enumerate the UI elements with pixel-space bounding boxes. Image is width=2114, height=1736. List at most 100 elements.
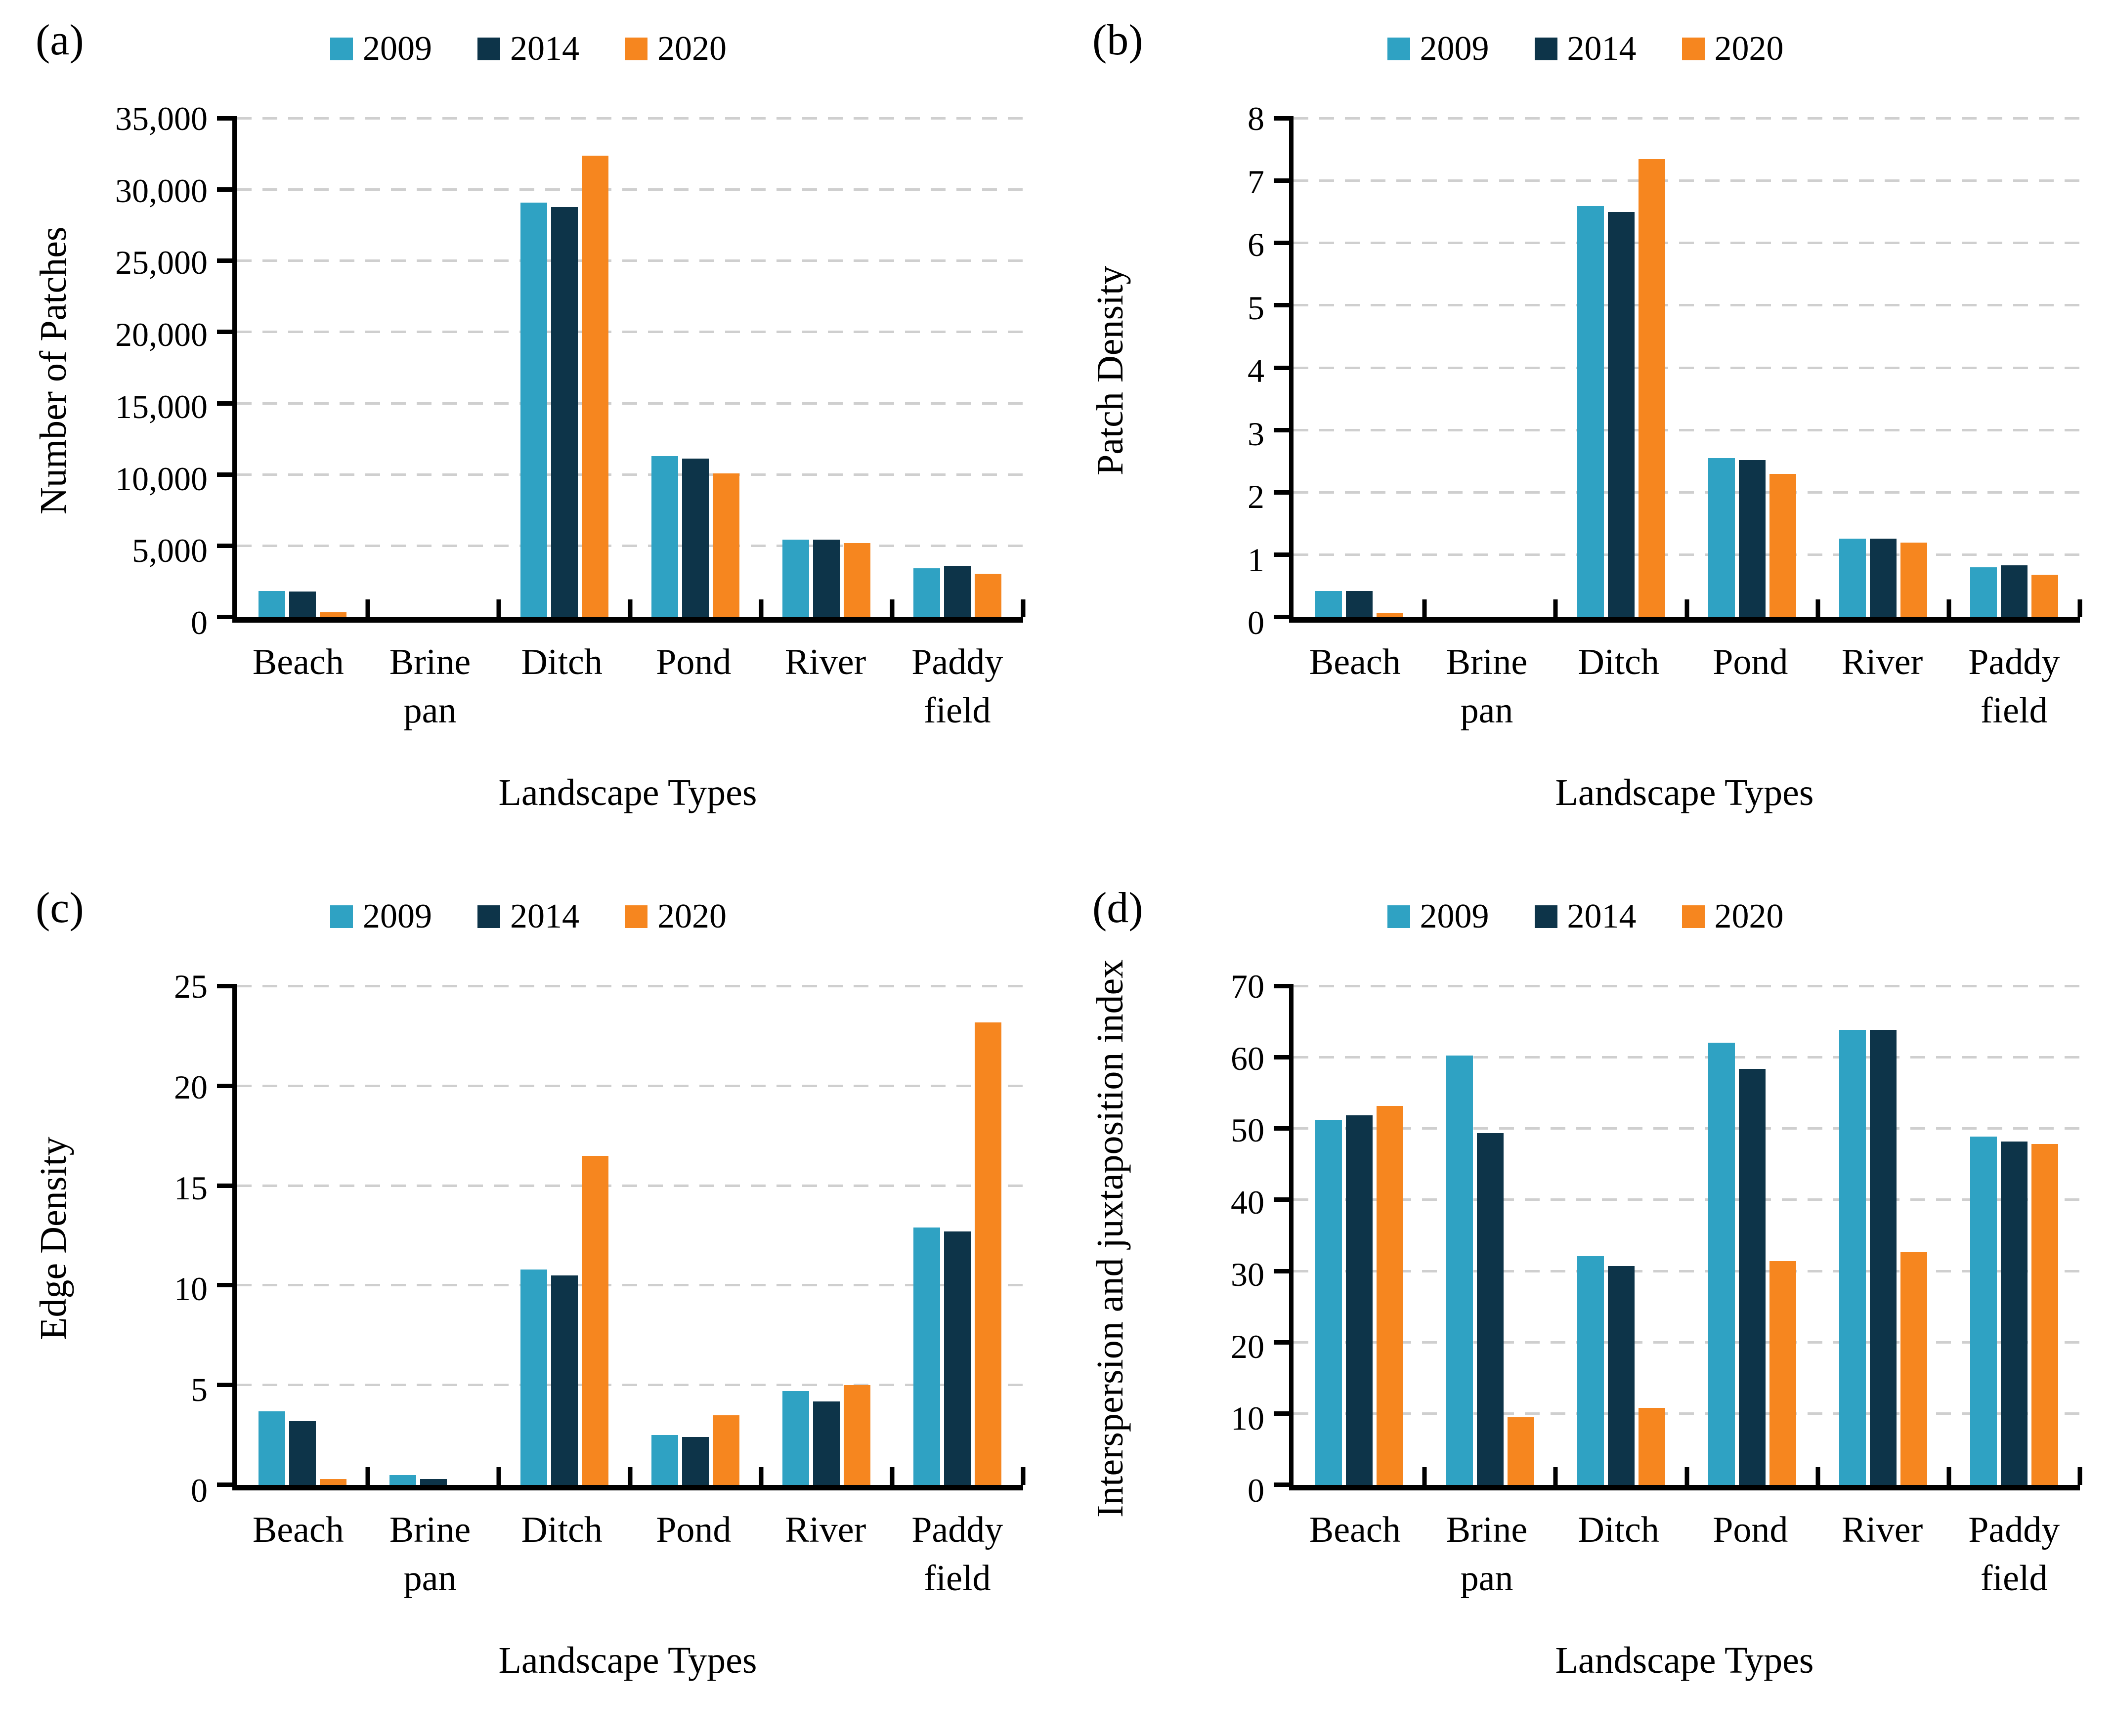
x-axis-tick-mark [1422,599,1427,617]
y-axis-tick-mark [1274,615,1294,619]
legend-item-2014: 2014 [1534,32,1637,66]
bar-2020-ditch [1638,1408,1665,1485]
bar-group-paddy-field [1949,986,2080,1485]
bar-2014-paddy-field [2001,1142,2028,1485]
bar-2014-beach [1345,1115,1373,1485]
y-axis-tick-mark [217,401,237,406]
legend-label: 2009 [1420,897,1489,935]
bar-2020-river [1900,542,1928,617]
gridline [1294,117,2080,120]
bar-2009-brine-pan [389,1475,416,1485]
y-axis-tick-mark [217,1383,237,1388]
bar-2020-paddy-field [2031,575,2059,617]
y-tick-label: 25 [174,968,208,1005]
x-axis-tick-mark [759,599,764,617]
y-tick-label: 8 [1248,100,1264,137]
bar-group-brine-pan [368,119,499,617]
category-label: Brine pan [364,1506,496,1603]
category-label-line: pan [1460,690,1513,731]
category-label: River [760,638,892,735]
bar-2009-river [1839,539,1866,617]
y-axis-tick-mark [1274,490,1294,495]
legend-swatch-icon [1682,905,1705,928]
bar-2009-ditch [520,1270,547,1485]
bar-group-river [1818,986,1949,1485]
category-label: Beach [232,638,364,735]
category-label: Brine pan [1421,1506,1553,1603]
y-tick-label: 6 [1248,226,1264,263]
category-label-line: Ditch [521,642,603,682]
x-axis-category-labels: Beach Brine pan Ditch Pond River Paddy field [232,1506,1023,1603]
y-tick-label: 3 [1248,415,1264,453]
bar-2009-beach [1315,1119,1342,1485]
bar-2020-river [844,1385,871,1485]
y-axis-tick-mark [1274,1197,1294,1202]
category-label: Pond [628,638,760,735]
bar-group-ditch [1555,119,1686,617]
y-axis-tick-mark [1274,1055,1294,1060]
x-axis-title: Landscape Types [1555,772,1814,813]
y-axis-tick-mark [217,543,237,548]
y-axis-tick-mark [1274,241,1294,246]
y-tick-label: 0 [191,1472,208,1509]
legend: 2009 2014 2020 [0,32,1057,66]
bar-2014-ditch [1607,1266,1635,1485]
y-tick-label: 10 [174,1270,208,1308]
category-label-line: Paddy [1968,1510,2060,1550]
gridline [1294,553,2080,556]
bar-group-river [761,119,892,617]
y-axis-tick-labels: 0 10 20 30 40 50 60 70 [1057,970,1264,1507]
legend-item-2009: 2009 [1387,899,1489,934]
x-axis-tick-mark [1422,1467,1427,1485]
plot-area [1274,116,2082,623]
gridline [1294,304,2080,307]
bar-group-brine-pan [1424,986,1555,1485]
legend: 2009 2014 2020 [0,899,1057,934]
category-label: Paddy field [891,638,1023,735]
legend-swatch-icon [330,905,353,928]
x-axis-tick-mark [1553,599,1558,617]
y-tick-label: 0 [191,604,208,641]
bar-group-beach [237,119,368,617]
bar-2014-ditch [551,1275,578,1485]
bar-2014-river [1870,1029,1897,1485]
y-axis-tick-mark [1274,984,1294,988]
x-axis-tick-mark [496,1467,501,1485]
y-tick-label: 20 [1231,1327,1264,1365]
category-label-line: Paddy [911,642,1003,682]
category-label-line: pan [403,1558,457,1599]
bar-2014-river [1870,539,1897,617]
bar-2014-beach [289,1421,316,1485]
y-axis-tick-labels: 0 5 10 15 20 25 [0,970,208,1507]
bar-series-container [1294,119,2080,617]
category-label: Paddy field [1948,638,2080,735]
legend-label: 2014 [1567,897,1637,935]
y-axis-tick-mark [217,984,237,988]
y-axis-tick-mark [217,615,237,619]
x-axis-tick-mark [890,599,895,617]
bar-group-pond [630,986,761,1485]
legend-item-2020: 2020 [625,899,727,934]
gridline [1294,179,2080,182]
x-axis-category-labels: Beach Brine pan Ditch Pond River Paddy field [232,638,1023,735]
x-axis-tick-mark [1946,599,1951,617]
legend-swatch-icon [625,905,647,928]
bar-2009-paddy-field [913,1228,941,1485]
y-tick-label: 0 [1248,604,1264,641]
gridline [237,259,1023,262]
x-axis-tick-mark [1815,599,1820,617]
bar-2020-pond [1769,1261,1797,1485]
y-axis-tick-mark [1274,365,1294,370]
gridline [1294,1270,2080,1272]
y-tick-label: 25,000 [115,244,208,282]
bar-2020-ditch [581,1156,608,1485]
gridline [237,117,1023,120]
bar-2020-beach [319,1479,346,1485]
bar-2014-pond [1739,460,1766,617]
category-label-line: Beach [1309,1510,1401,1550]
plot-area [217,116,1026,623]
gridline [1294,1127,2080,1130]
category-label: River [1816,1506,1948,1603]
x-axis-tick-mark [365,1467,370,1485]
